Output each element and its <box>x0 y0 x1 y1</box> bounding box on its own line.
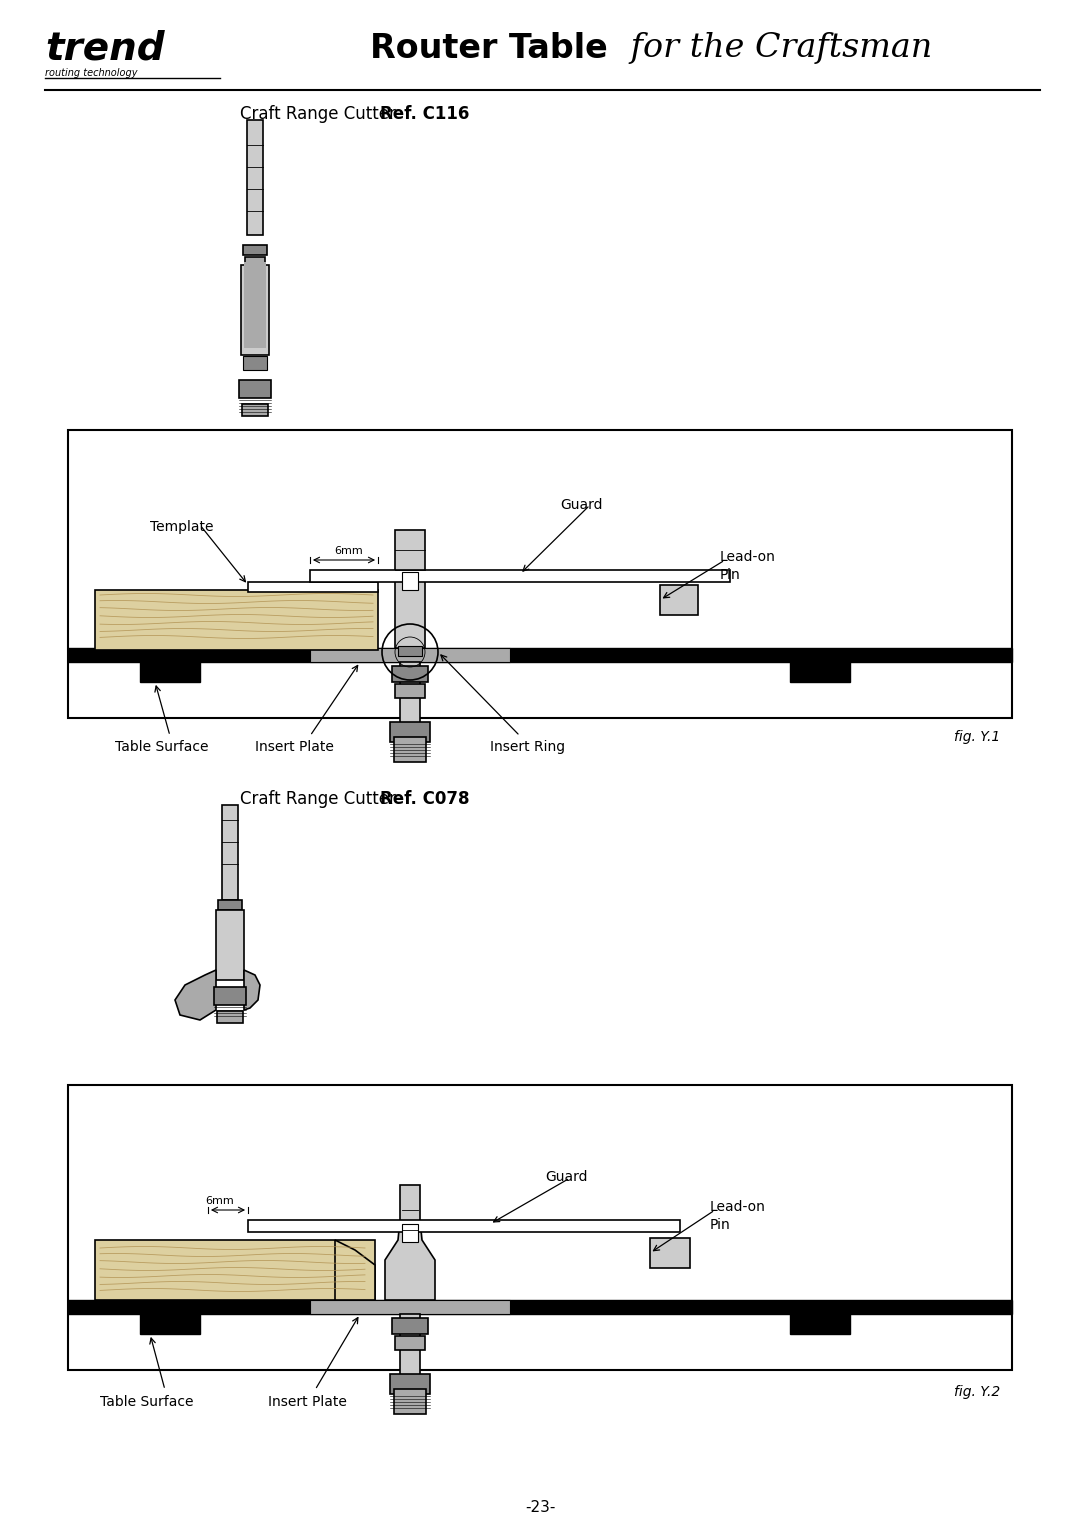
Bar <box>395 1335 426 1351</box>
Bar <box>789 1314 850 1334</box>
Bar <box>217 1012 243 1024</box>
Bar <box>390 723 430 743</box>
Bar <box>243 244 267 255</box>
Text: for the Craftsman: for the Craftsman <box>620 32 932 64</box>
Text: Insert Ring: Insert Ring <box>490 740 565 753</box>
Bar <box>392 666 428 681</box>
Bar <box>244 261 266 348</box>
Bar <box>310 570 730 582</box>
Bar <box>218 900 242 911</box>
Text: Router Table: Router Table <box>370 32 608 66</box>
Text: 6mm: 6mm <box>335 545 363 556</box>
Bar <box>242 403 268 416</box>
Bar <box>241 264 269 354</box>
Bar <box>660 585 698 614</box>
Text: routing technology: routing technology <box>45 69 137 78</box>
Polygon shape <box>175 970 216 1021</box>
Polygon shape <box>244 970 260 1010</box>
Bar <box>310 648 510 662</box>
Polygon shape <box>335 1241 375 1300</box>
Bar <box>392 1319 428 1334</box>
Bar <box>214 987 246 1005</box>
Bar <box>222 805 238 900</box>
Bar <box>239 380 271 397</box>
Bar <box>394 1389 426 1413</box>
Bar <box>68 1300 1012 1314</box>
Bar <box>216 911 244 979</box>
Text: Insert Plate: Insert Plate <box>268 1395 347 1409</box>
Text: fig. Y.1: fig. Y.1 <box>954 730 1000 744</box>
Text: Table Surface: Table Surface <box>100 1395 193 1409</box>
Bar <box>248 1219 680 1232</box>
Text: -23-: -23- <box>525 1500 555 1514</box>
Text: Lead-on
Pin: Lead-on Pin <box>710 1199 766 1233</box>
Bar <box>399 646 422 656</box>
Text: Guard: Guard <box>545 1170 588 1184</box>
Bar <box>245 257 265 264</box>
Text: Ref. C116: Ref. C116 <box>380 105 470 122</box>
Bar <box>140 662 200 681</box>
Bar <box>789 662 850 681</box>
Bar <box>68 1085 1012 1371</box>
Text: Insert Plate: Insert Plate <box>255 740 334 753</box>
Bar <box>247 121 264 235</box>
Text: Lead-on
Pin: Lead-on Pin <box>720 550 775 582</box>
Text: Craft Range Cutter: Craft Range Cutter <box>240 105 401 122</box>
Text: fig. Y.2: fig. Y.2 <box>954 1384 1000 1400</box>
Bar <box>400 1314 420 1394</box>
Bar <box>402 571 418 590</box>
Text: Guard: Guard <box>561 498 603 512</box>
Text: Table Surface: Table Surface <box>114 740 208 753</box>
Text: Ref. C078: Ref. C078 <box>380 790 470 808</box>
Bar <box>95 1241 375 1300</box>
Text: trend: trend <box>45 31 164 69</box>
Bar <box>390 1374 430 1394</box>
Bar <box>140 1314 200 1334</box>
Bar <box>650 1238 690 1268</box>
Text: Craft Range Cutter: Craft Range Cutter <box>240 790 401 808</box>
Bar <box>394 736 426 762</box>
Bar <box>243 356 267 370</box>
Bar <box>68 429 1012 718</box>
Bar <box>248 582 378 591</box>
Bar <box>310 1300 510 1314</box>
Bar <box>68 648 1012 662</box>
Text: Template: Template <box>150 520 214 533</box>
Text: 6mm: 6mm <box>205 1196 234 1206</box>
Bar <box>402 1224 418 1242</box>
Bar <box>95 590 378 649</box>
Bar <box>400 662 420 743</box>
Bar <box>395 685 426 698</box>
Polygon shape <box>384 1186 435 1300</box>
Bar <box>395 530 426 648</box>
